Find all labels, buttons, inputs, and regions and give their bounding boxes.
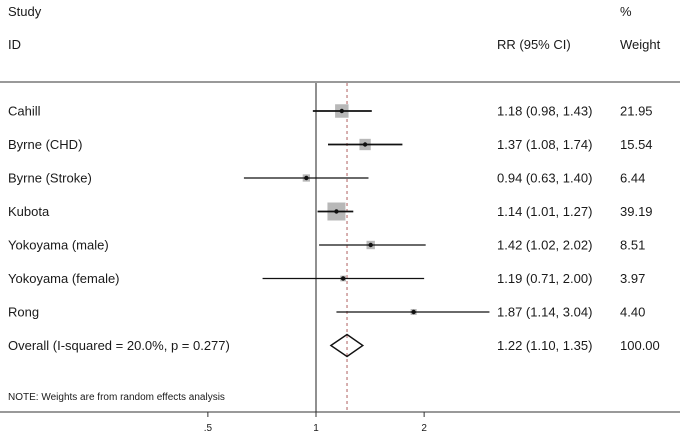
study-label: Yokoyama (male) xyxy=(8,238,109,253)
study-rr-ci: 1.14 (1.01, 1.27) xyxy=(497,204,592,219)
header-id: ID xyxy=(8,37,21,52)
study-label: Cahill xyxy=(8,104,41,119)
overall-rr-ci: 1.22 (1.10, 1.35) xyxy=(497,338,592,353)
header-study: Study xyxy=(8,4,42,19)
point-estimate xyxy=(368,242,373,248)
x-tick-label: .5 xyxy=(204,423,213,434)
point-estimate xyxy=(340,276,346,281)
study-label: Rong xyxy=(8,305,39,320)
point-estimate xyxy=(411,309,416,315)
study-rr-ci: 1.37 (1.08, 1.74) xyxy=(497,137,592,152)
x-tick-label: 2 xyxy=(421,423,427,434)
study-label: Yokoyama (female) xyxy=(8,271,120,286)
overall-label: Overall (I-squared = 20.0%, p = 0.277) xyxy=(8,338,230,353)
study-rr-ci: 1.42 (1.02, 2.02) xyxy=(497,238,592,253)
study-weight: 6.44 xyxy=(620,171,645,186)
study-rr-ci: 1.87 (1.14, 3.04) xyxy=(497,305,592,320)
weights-note: NOTE: Weights are from random effects an… xyxy=(8,392,225,403)
study-weight: 15.54 xyxy=(620,137,653,152)
study-label: Byrne (CHD) xyxy=(8,137,82,152)
header-weight-pct: % xyxy=(620,4,632,19)
overall-diamond xyxy=(329,333,365,358)
overall-weight: 100.00 xyxy=(620,338,660,353)
study-rr-ci: 1.18 (0.98, 1.43) xyxy=(497,104,592,119)
study-weight: 21.95 xyxy=(620,104,653,119)
study-rr-ci: 0.94 (0.63, 1.40) xyxy=(497,171,592,186)
study-weight: 8.51 xyxy=(620,238,645,253)
study-rr-ci: 1.19 (0.71, 2.00) xyxy=(497,271,592,286)
header-weight: Weight xyxy=(620,37,661,52)
study-weight: 4.40 xyxy=(620,305,645,320)
point-estimate xyxy=(304,175,309,181)
study-label: Kubota xyxy=(8,204,50,219)
header-rr-ci: RR (95% CI) xyxy=(497,37,571,52)
point-estimate xyxy=(334,209,339,214)
study-weight: 3.97 xyxy=(620,271,645,286)
point-estimate xyxy=(339,108,345,114)
study-label: Byrne (Stroke) xyxy=(8,171,92,186)
x-tick-label: 1 xyxy=(313,423,319,434)
point-estimate xyxy=(362,142,368,147)
study-weight: 39.19 xyxy=(620,204,653,219)
